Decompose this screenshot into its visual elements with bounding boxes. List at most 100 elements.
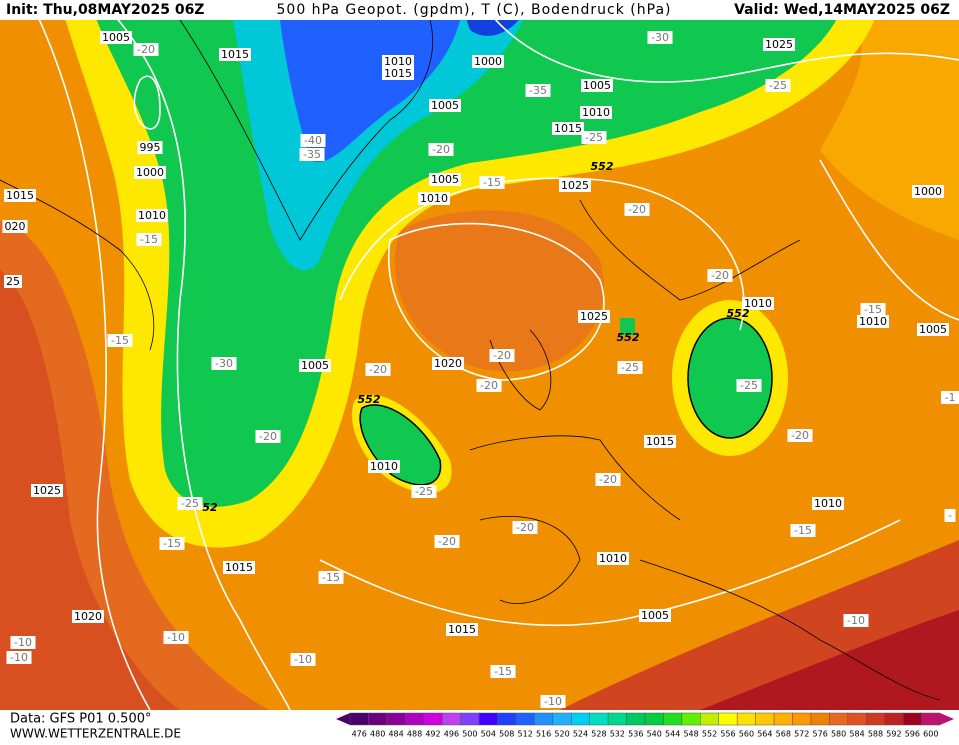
temperature-label: -10 bbox=[167, 631, 185, 644]
colorbar-swatch bbox=[700, 713, 718, 725]
pressure-label: 995 bbox=[140, 141, 161, 154]
pressure-label: 1000 bbox=[136, 166, 164, 179]
pressure-label: 1010 bbox=[599, 552, 627, 565]
pressure-label: 1005 bbox=[102, 31, 130, 44]
pressure-label: 1010 bbox=[814, 497, 842, 510]
temperature-label: -35 bbox=[529, 84, 547, 97]
temperature-label: -10 bbox=[847, 614, 865, 627]
colorbar-label: 500 bbox=[462, 730, 477, 739]
temperature-label: -20 bbox=[432, 143, 450, 156]
pressure-label: 1000 bbox=[914, 185, 942, 198]
pressure-label: 25 bbox=[6, 275, 20, 288]
temperature-label: -15 bbox=[322, 571, 340, 584]
pressure-label: 1015 bbox=[221, 48, 249, 61]
temperature-label: -20 bbox=[369, 363, 387, 376]
temperature-label: -20 bbox=[493, 349, 511, 362]
temperature-label: -10 bbox=[14, 636, 32, 649]
colorbar-label: 476 bbox=[352, 730, 367, 739]
pressure-label: 1005 bbox=[301, 359, 329, 372]
temperature-label: -25 bbox=[740, 379, 758, 392]
colorbar-swatch bbox=[922, 713, 940, 725]
temperature-label: -20 bbox=[628, 203, 646, 216]
colorbar-label: 548 bbox=[683, 730, 698, 739]
temperature-label: -15 bbox=[163, 537, 181, 550]
pressure-label: 020 bbox=[5, 220, 26, 233]
temperature-label: -15 bbox=[111, 334, 129, 347]
colorbar-swatch bbox=[793, 713, 811, 725]
colorbar-label: 532 bbox=[610, 730, 625, 739]
website: WWW.WETTERZENTRALE.DE bbox=[10, 727, 181, 741]
temperature-label: -15 bbox=[794, 524, 812, 537]
colorbar-swatch bbox=[534, 713, 552, 725]
temperature-label: -15 bbox=[864, 303, 882, 316]
colorbar-label: 580 bbox=[831, 730, 846, 739]
pressure-label: 1010 bbox=[420, 192, 448, 205]
colorbar-label: 496 bbox=[444, 730, 459, 739]
colorbar-swatch bbox=[461, 713, 479, 725]
temperature-label: -20 bbox=[137, 43, 155, 56]
colorbar-swatch bbox=[608, 713, 626, 725]
pressure-label: 1015 bbox=[6, 189, 34, 202]
colorbar-swatch bbox=[442, 713, 460, 725]
colorbar-label: 600 bbox=[923, 730, 938, 739]
temperature-label: -30 bbox=[651, 31, 669, 44]
colorbar-swatch bbox=[627, 713, 645, 725]
colorbar-label: 592 bbox=[886, 730, 901, 739]
temperature-label: -1 bbox=[945, 391, 956, 404]
contour-label: 52 bbox=[202, 501, 218, 514]
colorbar-swatch bbox=[885, 713, 903, 725]
pressure-label: 1005 bbox=[583, 79, 611, 92]
colorbar-swatch bbox=[682, 713, 700, 725]
temperature-label: -10 bbox=[544, 695, 562, 708]
colorbar-swatch bbox=[368, 713, 386, 725]
valid-time: Valid: Wed,14MAY2025 06Z bbox=[734, 2, 950, 18]
colorbar-label: 560 bbox=[739, 730, 754, 739]
colorbar-swatch bbox=[387, 713, 405, 725]
colorbar-label: 564 bbox=[757, 730, 772, 739]
colorbar-label: 536 bbox=[628, 730, 643, 739]
colorbar-label: 544 bbox=[665, 730, 680, 739]
temperature-label: -20 bbox=[516, 521, 534, 534]
temperature-label: -35 bbox=[303, 148, 321, 161]
pressure-label: 1010 bbox=[582, 106, 610, 119]
temperature-label: - bbox=[948, 509, 952, 522]
colorbar-swatch bbox=[350, 713, 368, 725]
colorbar-swatch bbox=[737, 713, 755, 725]
pressure-label: 1015 bbox=[448, 623, 476, 636]
colorbar-label: 568 bbox=[776, 730, 791, 739]
temperature-label: -20 bbox=[791, 429, 809, 442]
temperature-label: -20 bbox=[480, 379, 498, 392]
contour-label: 552 bbox=[727, 307, 750, 320]
colorbar-swatch bbox=[590, 713, 608, 725]
contour-label: 552 bbox=[358, 393, 381, 406]
colorbar-swatch bbox=[848, 713, 866, 725]
colorbar-swatch bbox=[424, 713, 442, 725]
colorbar-label: 576 bbox=[813, 730, 828, 739]
pressure-label: 1025 bbox=[33, 484, 61, 497]
colorbar-label: 484 bbox=[388, 730, 403, 739]
pressure-label: 1010 bbox=[859, 315, 887, 328]
colorbar-swatch bbox=[516, 713, 534, 725]
colorbar-label: 492 bbox=[425, 730, 440, 739]
temperature-label: -20 bbox=[599, 473, 617, 486]
colorbar-swatch bbox=[498, 713, 516, 725]
temperature-label: -10 bbox=[10, 651, 28, 664]
colorbar-swatch bbox=[663, 713, 681, 725]
colorbar-label: 572 bbox=[794, 730, 809, 739]
colorbar-swatch bbox=[866, 713, 884, 725]
colorbar-label: 584 bbox=[849, 730, 864, 739]
colorbar-label: 520 bbox=[554, 730, 569, 739]
temperature-label: -15 bbox=[494, 665, 512, 678]
cold-area bbox=[688, 318, 772, 438]
temperature-label: -30 bbox=[215, 357, 233, 370]
temperature-label: -20 bbox=[259, 430, 277, 443]
colorbar-label: 552 bbox=[702, 730, 717, 739]
colorbar-label: 524 bbox=[573, 730, 588, 739]
pressure-label: 1015 bbox=[646, 435, 674, 448]
temperature-label: -25 bbox=[621, 361, 639, 374]
temperature-label: -15 bbox=[140, 233, 158, 246]
colorbar-swatch bbox=[774, 713, 792, 725]
pressure-label: 1005 bbox=[919, 323, 947, 336]
colorbar-swatch bbox=[405, 713, 423, 725]
pressure-label: 1015 bbox=[554, 122, 582, 135]
